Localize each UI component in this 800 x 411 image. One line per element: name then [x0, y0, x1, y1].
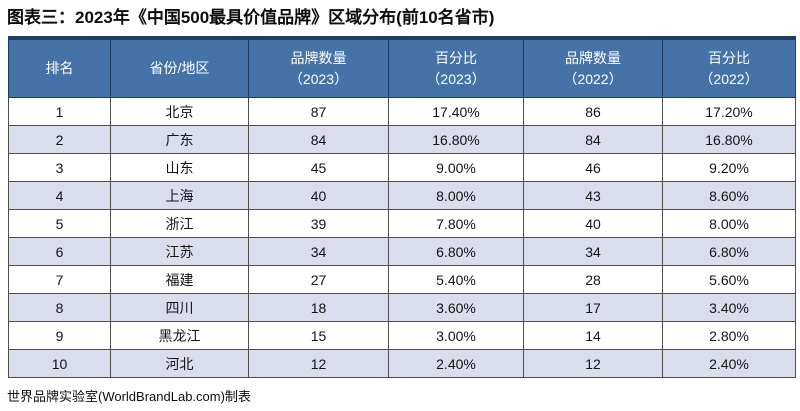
- cell-rank: 6: [8, 237, 111, 266]
- figure-title: 图表三：2023年《中国500最具价值品牌》区域分布(前10名省市): [7, 8, 495, 27]
- table-row: 4 上海 40 8.00% 43 8.60%: [8, 181, 796, 210]
- cell-province: 浙江: [110, 209, 249, 238]
- cell-pct-2022: 2.40%: [662, 349, 796, 378]
- cell-province: 江苏: [110, 237, 249, 266]
- cell-count-2022: 17: [523, 293, 663, 322]
- cell-province: 四川: [110, 293, 249, 322]
- cell-pct-2022: 8.60%: [662, 181, 796, 210]
- cell-count-2023: 34: [248, 237, 389, 266]
- cell-province: 山东: [110, 153, 249, 182]
- col-sub: （2022）: [563, 70, 623, 87]
- cell-rank: 10: [8, 349, 111, 378]
- col-sub: （2023）: [288, 70, 349, 87]
- table-row: 3 山东 45 9.00% 46 9.20%: [8, 153, 796, 182]
- table-header: 排名 省份/地区 品牌数量 （2023） 百分比 （2023） 品牌数量: [8, 37, 796, 98]
- cell-count-2022: 46: [523, 153, 663, 182]
- cell-count-2022: 14: [523, 321, 663, 350]
- col-header-pct-2023: 百分比 （2023）: [388, 37, 524, 98]
- table-row: 9 黑龙江 15 3.00% 14 2.80%: [8, 321, 796, 350]
- table-row: 1 北京 87 17.40% 86 17.20%: [8, 97, 796, 126]
- cell-pct-2022: 16.80%: [662, 125, 796, 154]
- cell-pct-2022: 6.80%: [662, 237, 796, 266]
- cell-pct-2023: 7.80%: [388, 209, 524, 238]
- table-row: 8 四川 18 3.60% 17 3.40%: [8, 293, 796, 322]
- header-row: 排名 省份/地区 品牌数量 （2023） 百分比 （2023） 品牌数量: [8, 37, 796, 98]
- col-label: 百分比: [435, 49, 477, 66]
- cell-count-2023: 18: [248, 293, 389, 322]
- col-header-rank: 排名: [8, 37, 111, 98]
- cell-rank: 3: [8, 153, 111, 182]
- cell-pct-2023: 5.40%: [388, 265, 524, 294]
- table-row: 10 河北 12 2.40% 12 2.40%: [8, 349, 796, 378]
- cell-pct-2023: 6.80%: [388, 237, 524, 266]
- col-label: 品牌数量: [565, 49, 621, 66]
- cell-count-2023: 40: [248, 181, 389, 210]
- cell-pct-2022: 9.20%: [662, 153, 796, 182]
- cell-province: 河北: [110, 349, 249, 378]
- cell-pct-2022: 2.80%: [662, 321, 796, 350]
- col-label: 百分比: [708, 49, 750, 66]
- source-note: 世界品牌实验室(WorldBrandLab.com)制表: [7, 389, 251, 404]
- cell-rank: 9: [8, 321, 111, 350]
- col-header-province: 省份/地区: [110, 37, 249, 98]
- col-sub: （2022）: [699, 70, 759, 87]
- table-row: 2 广东 84 16.80% 84 16.80%: [8, 125, 796, 154]
- cell-count-2023: 87: [248, 97, 389, 126]
- col-sub: （2023）: [426, 70, 486, 87]
- brand-distribution-table: 排名 省份/地区 品牌数量 （2023） 百分比 （2023） 品牌数量: [8, 36, 796, 378]
- col-header-count-2023: 品牌数量 （2023）: [248, 37, 389, 98]
- cell-count-2022: 84: [523, 125, 663, 154]
- cell-rank: 7: [8, 265, 111, 294]
- cell-pct-2022: 17.20%: [662, 97, 796, 126]
- col-label: 品牌数量: [290, 49, 347, 66]
- cell-count-2023: 12: [248, 349, 389, 378]
- cell-pct-2023: 9.00%: [388, 153, 524, 182]
- cell-pct-2023: 16.80%: [388, 125, 524, 154]
- cell-count-2023: 39: [248, 209, 389, 238]
- cell-count-2022: 40: [523, 209, 663, 238]
- cell-pct-2023: 17.40%: [388, 97, 524, 126]
- cell-province: 上海: [110, 181, 249, 210]
- table-row: 5 浙江 39 7.80% 40 8.00%: [8, 209, 796, 238]
- cell-province: 广东: [110, 125, 249, 154]
- cell-count-2023: 45: [248, 153, 389, 182]
- cell-pct-2023: 8.00%: [388, 181, 524, 210]
- cell-pct-2022: 8.00%: [662, 209, 796, 238]
- col-header-pct-2022: 百分比 （2022）: [662, 37, 796, 98]
- cell-pct-2023: 2.40%: [388, 349, 524, 378]
- cell-count-2022: 28: [523, 265, 663, 294]
- cell-count-2022: 43: [523, 181, 663, 210]
- cell-count-2022: 86: [523, 97, 663, 126]
- col-label: 省份/地区: [149, 60, 210, 76]
- cell-province: 黑龙江: [110, 321, 249, 350]
- cell-rank: 8: [8, 293, 111, 322]
- cell-province: 福建: [110, 265, 249, 294]
- cell-pct-2022: 3.40%: [662, 293, 796, 322]
- table-row: 6 江苏 34 6.80% 34 6.80%: [8, 237, 796, 266]
- cell-count-2022: 34: [523, 237, 663, 266]
- cell-count-2023: 27: [248, 265, 389, 294]
- cell-rank: 5: [8, 209, 111, 238]
- table-row: 7 福建 27 5.40% 28 5.60%: [8, 265, 796, 294]
- cell-pct-2023: 3.60%: [388, 293, 524, 322]
- cell-rank: 4: [8, 181, 111, 210]
- table-body: 1 北京 87 17.40% 86 17.20% 2 广东 84 16.80% …: [8, 97, 796, 378]
- cell-count-2023: 84: [248, 125, 389, 154]
- cell-count-2022: 12: [523, 349, 663, 378]
- cell-rank: 1: [8, 97, 111, 126]
- cell-pct-2023: 3.00%: [388, 321, 524, 350]
- col-header-count-2022: 品牌数量 （2022）: [523, 37, 663, 98]
- col-label: 排名: [45, 60, 74, 76]
- cell-rank: 2: [8, 125, 111, 154]
- cell-pct-2022: 5.60%: [662, 265, 796, 294]
- cell-province: 北京: [110, 97, 249, 126]
- cell-count-2023: 15: [248, 321, 389, 350]
